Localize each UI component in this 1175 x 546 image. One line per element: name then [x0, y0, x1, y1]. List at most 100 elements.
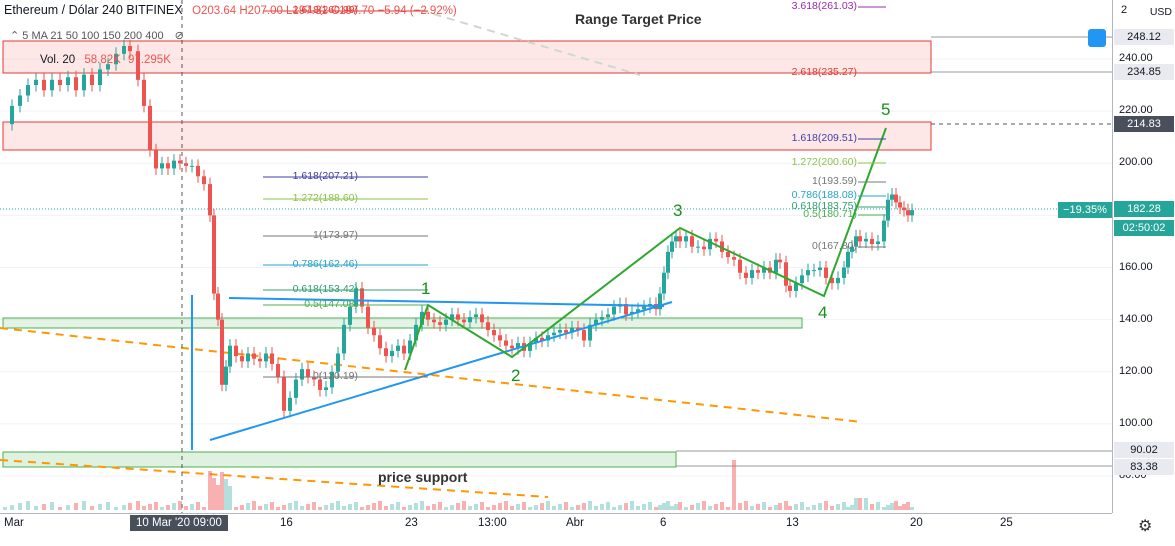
- candle: [714, 238, 718, 242]
- candle: [74, 77, 78, 91]
- volume-bar: [306, 504, 310, 510]
- candle: [42, 79, 46, 91]
- range-target-annotation[interactable]: Range Target Price: [575, 11, 702, 27]
- candle: [474, 314, 478, 318]
- candle: [432, 319, 436, 323]
- volume-bar: [858, 498, 862, 510]
- candle: [836, 277, 840, 284]
- time-tick: 6: [660, 517, 667, 529]
- time-tick: 25: [1000, 517, 1013, 529]
- price-support-annotation[interactable]: price support: [378, 469, 468, 485]
- candle: [690, 236, 694, 247]
- candle: [462, 319, 466, 323]
- volume-bar: [402, 507, 406, 510]
- fib-level-label: 0.786(162.46): [292, 258, 358, 270]
- volume-bar: [184, 506, 188, 510]
- volume-bar: [594, 506, 598, 510]
- price-label: 234.85: [1114, 64, 1174, 80]
- wave-label-4[interactable]: 4: [818, 303, 828, 322]
- volume-bar: [258, 506, 262, 510]
- exchange-label: BITFINEX: [126, 3, 183, 17]
- interval-label[interactable]: 240: [101, 3, 123, 17]
- volume-bar: [318, 507, 322, 510]
- volume-bar: [744, 501, 748, 510]
- candle: [824, 267, 828, 278]
- candle: [750, 270, 754, 278]
- volume-bar: [252, 501, 256, 510]
- candle: [732, 257, 736, 260]
- candle: [510, 345, 514, 349]
- collapse-arrow-icon[interactable]: ⌃: [10, 30, 20, 42]
- volume-bar: [166, 505, 170, 510]
- volume-bar: [90, 506, 94, 510]
- time-axis[interactable]: Mar 16 23 13:00 Abr 6 13 20 25 10 Mar '20 09:00: [0, 513, 1112, 546]
- volume-bar: [750, 506, 754, 510]
- volume-bar: [50, 502, 54, 510]
- fib-level-label: 1.618(209.51): [791, 132, 857, 144]
- time-tick: 20: [910, 517, 923, 529]
- candle: [190, 165, 194, 167]
- volume-bar: [504, 501, 508, 510]
- candle: [276, 363, 280, 377]
- lock-scale-button[interactable]: [1088, 29, 1106, 47]
- trendline-lower: [209, 301, 673, 441]
- candle: [372, 327, 376, 336]
- chart-area[interactable]: Ethereum / Dólar 240 BITFINEX O203.64 H2…: [0, 0, 1112, 513]
- volume-bar: [444, 507, 448, 510]
- candle: [128, 45, 132, 52]
- volume-bar: [74, 503, 78, 510]
- candle: [166, 163, 170, 169]
- candle: [658, 293, 662, 310]
- faded-trend-line: [419, 9, 641, 76]
- candle: [670, 241, 674, 252]
- candle: [258, 358, 262, 362]
- wave-label-3[interactable]: 3: [673, 201, 683, 220]
- candle: [674, 236, 678, 242]
- candle: [378, 335, 382, 349]
- volume-bar: [654, 507, 658, 510]
- volume-bar: [546, 501, 550, 510]
- volume-bar: [898, 506, 902, 510]
- wave-label-5[interactable]: 5: [881, 100, 891, 119]
- volume-bar: [240, 505, 244, 510]
- volume-bar: [658, 505, 662, 510]
- wave-label-1[interactable]: 1: [421, 279, 431, 298]
- ohlc-values: O203.64 H207.00 L197.31 C197.70 −5.94 (−…: [192, 5, 457, 17]
- candle: [82, 74, 86, 91]
- volume-bar: [800, 502, 804, 510]
- support-dashed-line-2: [0, 459, 549, 498]
- volume-bar: [582, 503, 586, 510]
- candle: [196, 165, 200, 177]
- candle: [450, 314, 454, 320]
- gear-icon[interactable]: ⚙: [1138, 518, 1153, 535]
- volume-bar: [234, 507, 238, 510]
- hide-eye-icon[interactable]: ⊘: [174, 30, 184, 42]
- volume-bar: [128, 503, 132, 510]
- fib-level-label: 1(173.97): [313, 229, 358, 241]
- volume-ma-value: 97.295K: [128, 54, 171, 66]
- price-tick: 200.00: [1119, 156, 1153, 169]
- volume-bar: [842, 502, 846, 510]
- volume-bar: [98, 504, 102, 510]
- volume-bar: [172, 503, 176, 510]
- volume-bar: [850, 505, 854, 510]
- volume-bar: [784, 501, 788, 510]
- candle: [886, 199, 890, 221]
- currency-label[interactable]: USD: [1149, 6, 1172, 18]
- chart-canvas[interactable]: [0, 0, 1112, 513]
- cursor-date-label: 10 Mar '20 09:00: [130, 515, 228, 531]
- volume-bar: [906, 502, 910, 510]
- volume-bar: [348, 504, 352, 510]
- volume-bar: [34, 506, 38, 510]
- wave-label-2[interactable]: 2: [511, 366, 521, 385]
- volume-legend[interactable]: Vol. 20 58.82K 97.295K: [40, 54, 171, 66]
- fib-level-label: 0.5(180.71): [803, 208, 857, 220]
- candle: [486, 322, 490, 331]
- candle: [564, 330, 568, 333]
- ma-legend[interactable]: ⌃ 5 MA 21 50 100 150 200 400 ⊘: [10, 29, 184, 42]
- candle: [842, 267, 846, 278]
- price-axis[interactable]: 2 USD 240.00220.00200.00180.00160.00140.…: [1112, 0, 1175, 513]
- candle: [342, 324, 346, 354]
- symbol-name[interactable]: Ethereum / Dólar: [4, 3, 99, 17]
- candle: [456, 314, 460, 320]
